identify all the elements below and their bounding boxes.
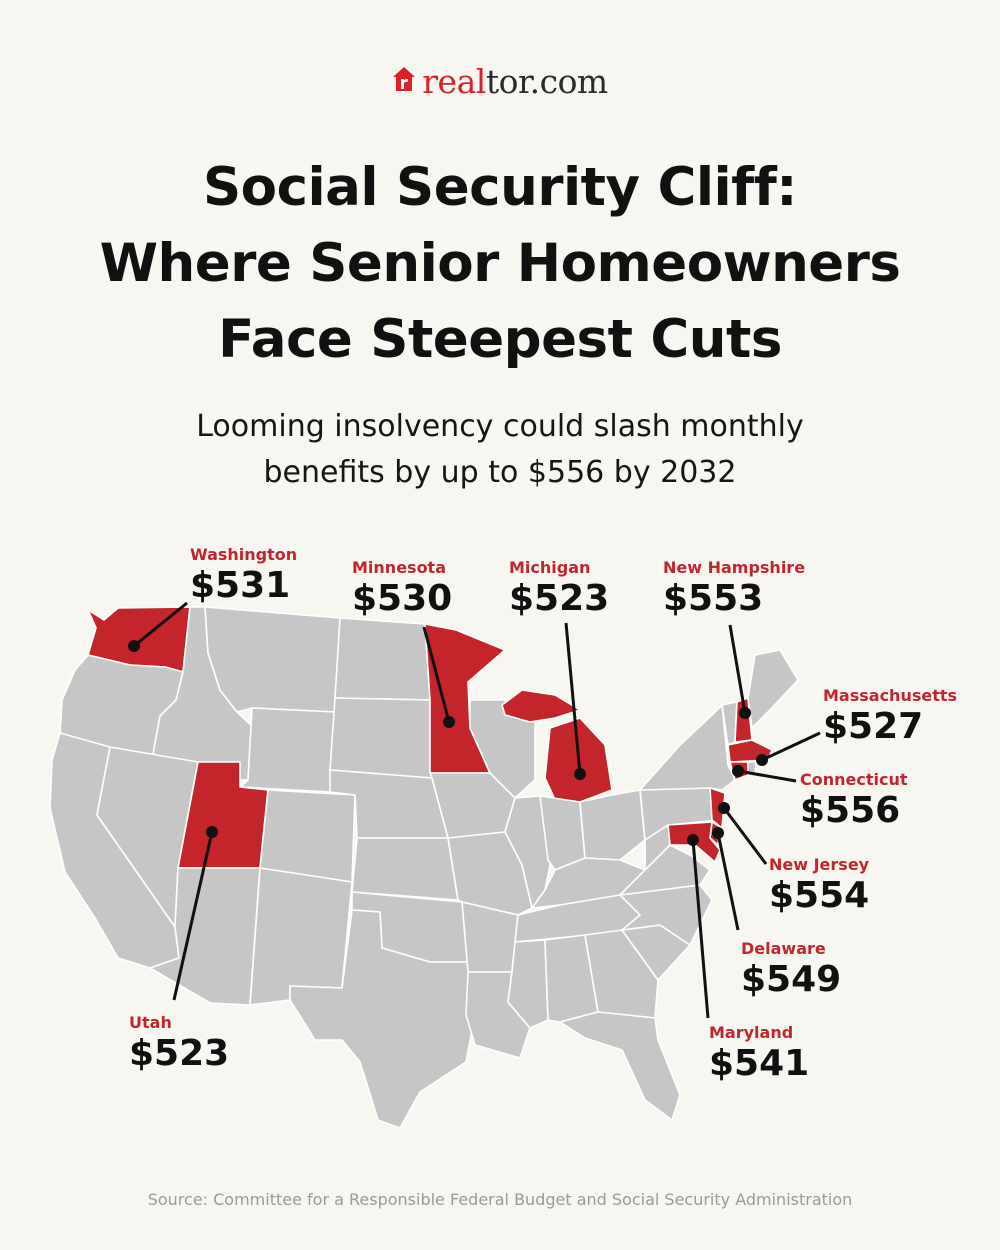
callout-utah: Utah $523 [129, 1013, 229, 1075]
marker-dot-connecticut [732, 765, 744, 777]
callout-minnesota: Minnesota $530 [352, 558, 452, 620]
callout-state-washington: Washington [190, 545, 298, 564]
realtor-logo: realtor.com [0, 62, 1000, 104]
marker-dot-utah [206, 826, 218, 838]
callout-amount-connecticut: $556 [800, 790, 901, 831]
marker-dot-massachusetts [756, 754, 768, 766]
callout-connecticut: Connecticut $556 [800, 770, 908, 832]
title-line-1: Social Security Cliff: [203, 157, 798, 218]
state-north-carolina [619, 884, 713, 946]
leader-line-new-hampshire [728, 624, 747, 714]
leader-line-new-jersey [722, 807, 768, 865]
callout-state-minnesota: Minnesota [352, 558, 446, 577]
state-maine [747, 649, 799, 729]
callout-state-maryland: Maryland [709, 1023, 794, 1042]
leader-line-washington [133, 601, 188, 648]
callout-amount-michigan: $523 [509, 578, 610, 619]
callout-amount-delaware: $549 [741, 959, 842, 1000]
subtitle: Looming insolvency could slash monthly b… [0, 404, 1000, 496]
logo-text-real: real [422, 62, 486, 101]
callout-state-utah: Utah [129, 1013, 172, 1032]
callout-massachusetts: Massachusetts $527 [823, 686, 957, 748]
callout-amount-minnesota: $530 [352, 578, 453, 619]
callout-michigan: Michigan $523 [509, 558, 609, 620]
state-georgia [584, 929, 659, 1019]
marker-dot-washington [128, 640, 140, 652]
house-icon [392, 61, 416, 101]
state-new-mexico [249, 867, 353, 1006]
state-arkansas [461, 901, 519, 973]
callout-new-hampshire: New Hampshire $553 [663, 558, 805, 620]
source-note: Source: Committee for a Responsible Fede… [147, 1190, 853, 1209]
subtitle-line-1: Looming insolvency could slash monthly [196, 409, 804, 444]
state-north-dakota [334, 617, 431, 701]
leader-line-connecticut [737, 769, 797, 783]
callout-washington: Washington $531 [190, 545, 297, 607]
title-line-3: Face Steepest Cuts [218, 309, 782, 370]
callout-amount-new-hampshire: $553 [663, 578, 764, 619]
marker-dot-new-hampshire [739, 707, 751, 719]
state-texas [289, 909, 476, 1129]
state-south-dakota [329, 697, 433, 779]
leader-line-minnesota [422, 626, 451, 723]
leader-line-maryland [691, 839, 710, 1019]
marker-dot-delaware [712, 827, 724, 839]
title-line-2: Where Senior Homeowners [99, 233, 901, 294]
state-kansas [351, 837, 459, 901]
leader-line-delaware [716, 832, 740, 931]
callout-amount-new-jersey: $554 [769, 875, 870, 916]
callout-delaware: Delaware $549 [741, 939, 841, 1001]
leader-lines-layer [128, 601, 821, 1019]
callout-state-new-hampshire: New Hampshire [663, 558, 806, 577]
marker-dot-new-jersey [718, 802, 730, 814]
callout-state-delaware: Delaware [741, 939, 826, 958]
marker-dot-minnesota [443, 716, 455, 728]
callout-state-connecticut: Connecticut [800, 770, 908, 789]
leader-line-michigan [564, 622, 582, 775]
leader-line-massachusetts [761, 731, 821, 762]
callout-amount-utah: $523 [129, 1033, 230, 1074]
callout-state-michigan: Michigan [509, 558, 591, 577]
state-new-york [639, 704, 736, 791]
page-title: Social Security Cliff: Where Senior Home… [0, 150, 1000, 378]
callout-maryland: Maryland $541 [709, 1023, 809, 1085]
state-new-jersey [709, 787, 726, 829]
state-montana [204, 606, 341, 713]
marker-dot-michigan [574, 768, 586, 780]
callout-amount-maryland: $541 [709, 1043, 810, 1084]
callout-amount-massachusetts: $527 [823, 706, 924, 747]
callout-amount-washington: $531 [190, 565, 291, 606]
callout-state-massachusetts: Massachusetts [823, 686, 958, 705]
states-layer [49, 606, 799, 1129]
state-florida [559, 1011, 681, 1121]
logo-text-rest: tor.com [485, 62, 608, 101]
leader-line-utah [172, 831, 214, 1001]
state-colorado [259, 789, 356, 883]
callout-new-jersey: New Jersey $554 [769, 855, 869, 917]
state-wyoming [239, 707, 336, 793]
subtitle-line-2: benefits by up to $556 by 2032 [263, 455, 737, 490]
state-michigan-up [501, 689, 581, 723]
callout-state-new-jersey: New Jersey [769, 855, 870, 874]
state-ohio [579, 789, 646, 861]
marker-dot-maryland [687, 834, 699, 846]
